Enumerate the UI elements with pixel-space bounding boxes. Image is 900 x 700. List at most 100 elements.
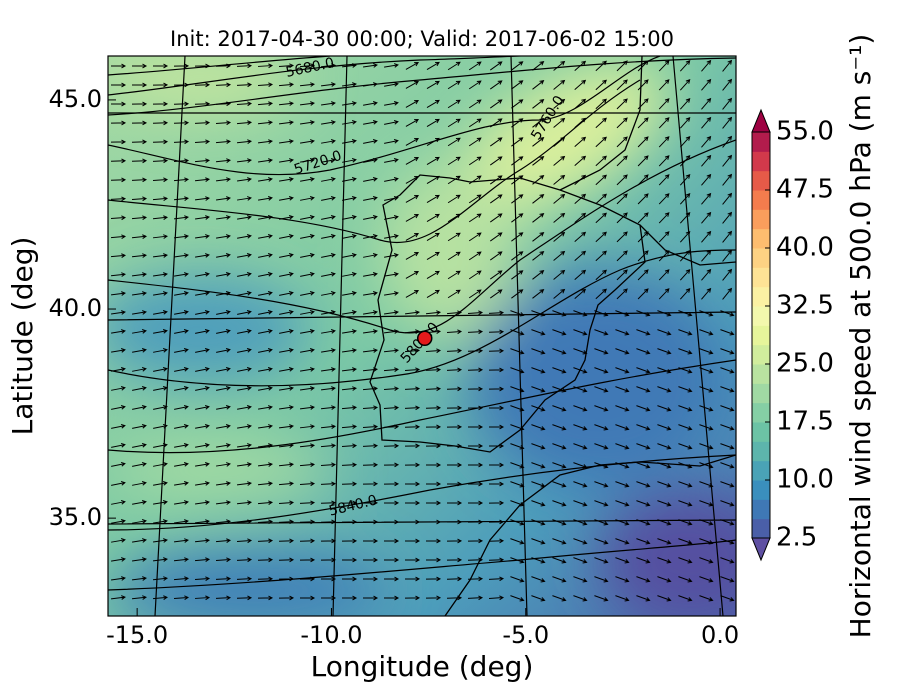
wind-arrow: [488, 405, 505, 411]
wind-arrow: [552, 595, 567, 602]
wind-arrow: [678, 367, 693, 374]
wind-arrow: [131, 196, 148, 202]
wind-arrow: [446, 462, 463, 468]
wind-arrow: [363, 101, 378, 106]
wind-arrow: [636, 595, 651, 602]
wind-arrow: [594, 443, 609, 450]
wind-arrow: [174, 385, 189, 391]
wind-arrow: [637, 212, 649, 224]
wind-arrow: [658, 60, 670, 72]
wind-arrow: [153, 442, 168, 448]
wind-arrow: [426, 118, 440, 128]
wind-arrow: [195, 366, 210, 372]
wind-arrow: [320, 576, 337, 582]
wind-arrow: [131, 63, 148, 69]
wind-arrow: [384, 101, 399, 106]
wind-arrow: [320, 405, 336, 410]
wind-arrow: [237, 252, 252, 258]
wind-arrow: [153, 272, 168, 277]
wind-arrow: [257, 595, 274, 601]
wind-arrow: [299, 82, 315, 87]
wind-arrow: [637, 193, 649, 205]
wind-arrow: [257, 139, 273, 144]
wind-arrow: [531, 386, 546, 393]
wind-arrow: [446, 557, 463, 563]
wind-arrow: [194, 519, 210, 524]
wind-arrow: [658, 231, 670, 243]
wind-arrow: [657, 595, 672, 602]
wind-arrow: [195, 385, 210, 391]
wind-arrow: [573, 538, 588, 545]
wind-arrow: [237, 385, 252, 391]
wind-arrow: [321, 195, 336, 201]
wind-arrow: [300, 290, 315, 296]
wind-arrow: [279, 367, 294, 372]
wind-arrow: [447, 61, 461, 71]
wind-arrow: [678, 500, 693, 507]
wind-arrow: [510, 386, 525, 393]
wind-arrow: [152, 253, 168, 258]
wind-arrow: [552, 386, 567, 393]
wind-arrow: [341, 462, 358, 468]
wind-arrow: [152, 63, 169, 69]
wind-arrow: [300, 329, 315, 334]
wind-arrow: [404, 405, 421, 411]
wind-arrow: [237, 309, 252, 315]
wind-arrow: [174, 253, 189, 258]
wind-arrow: [236, 481, 252, 486]
wind-arrow: [720, 329, 735, 336]
wind-arrow: [152, 158, 169, 164]
wind-arrow: [447, 156, 461, 166]
wind-arrow: [195, 462, 210, 467]
wind-arrow: [699, 500, 714, 507]
colorbar-band: [752, 228, 770, 249]
wind-arrow: [468, 137, 482, 147]
wind-arrow: [426, 61, 440, 71]
wind-arrow: [425, 348, 442, 354]
wind-arrow: [615, 443, 630, 450]
wind-arrow: [194, 120, 211, 126]
wind-arrow: [722, 116, 733, 129]
wind-arrow: [615, 310, 630, 317]
wind-arrow: [552, 405, 567, 412]
wind-arrow: [153, 404, 168, 410]
colorbar-band: [752, 325, 770, 346]
wind-arrow: [511, 194, 524, 204]
wind-arrow: [174, 423, 189, 429]
wind-arrow: [279, 233, 294, 239]
wind-arrow: [362, 595, 379, 601]
wind-arrow: [616, 231, 628, 243]
wind-arrow: [153, 310, 168, 315]
wind-arrow: [384, 253, 399, 258]
wind-arrow: [110, 82, 127, 88]
wind-arrow: [532, 80, 545, 90]
wind-arrow: [447, 213, 461, 223]
wind-arrow: [111, 576, 126, 581]
wind-arrow: [341, 424, 358, 430]
wind-arrow: [299, 63, 316, 68]
wind-arrow: [510, 462, 525, 469]
wind-arrow: [657, 424, 672, 431]
wind-arrow: [404, 424, 421, 430]
wind-arrow: [615, 424, 630, 431]
wind-arrow: [594, 424, 609, 431]
wind-arrow: [574, 212, 587, 223]
wind-arrow: [300, 252, 315, 258]
wind-arrow: [720, 576, 735, 583]
wind-arrow: [153, 481, 168, 486]
wind-arrow: [574, 60, 587, 71]
chart-title: Init: 2017-04-30 00:00; Valid: 2017-06-0…: [170, 27, 674, 51]
colorbar-band: [752, 132, 770, 152]
wind-arrow: [468, 270, 482, 280]
wind-arrow: [384, 119, 399, 125]
wind-arrow: [173, 101, 190, 107]
colorbar-band: [752, 364, 770, 384]
wind-arrow: [110, 272, 126, 277]
wind-arrow: [722, 192, 733, 205]
wind-arrow: [489, 156, 503, 166]
wind-arrow: [257, 462, 273, 467]
wind-arrow: [637, 155, 649, 167]
wind-arrow: [678, 443, 693, 450]
wind-arrow: [720, 538, 735, 545]
wind-arrow: [194, 196, 210, 201]
